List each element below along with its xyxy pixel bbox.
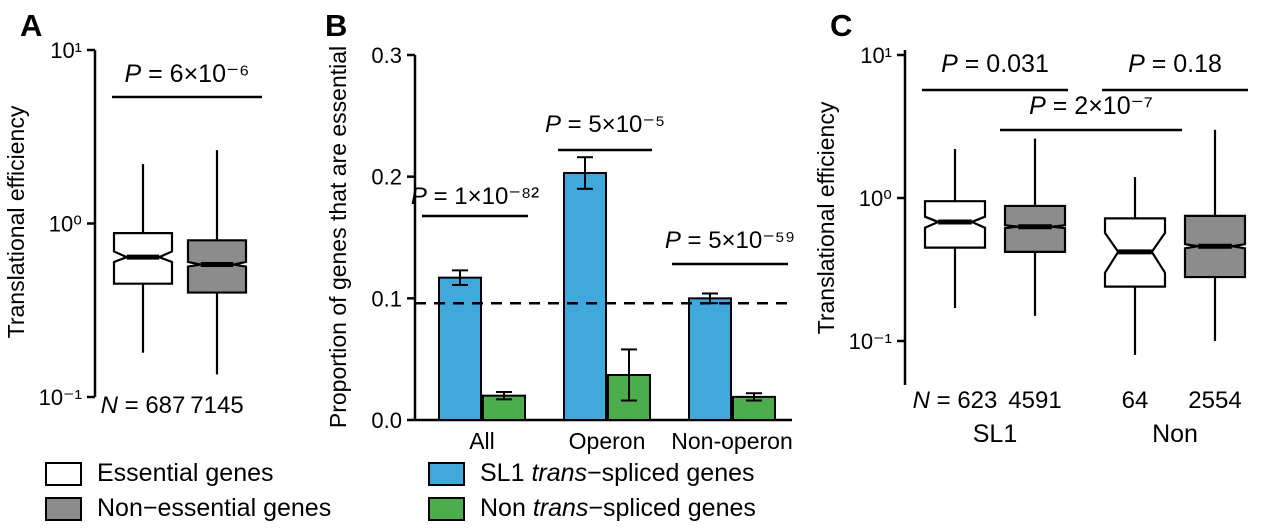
y-tick-label: 0.3 [371, 43, 402, 68]
bar-group [732, 392, 776, 421]
y-tick-label: 0.2 [371, 165, 402, 190]
non-trans-spliced-label: Non trans−spliced genes [480, 494, 756, 522]
y-tick-label: 10¹ [50, 38, 82, 63]
y-tick-label: 0.1 [371, 286, 402, 311]
essential-genes-label: Essential genes [97, 459, 274, 487]
sl1-trans-spliced-swatch [428, 461, 465, 486]
boxplot-group [186, 150, 248, 375]
panel-a-boxplot-chart: A Translational efficiency 10¹ 10⁰ 10⁻¹ P = 6… [3, 8, 262, 419]
n-label: N = 623 [913, 387, 998, 414]
y-tick-label: 10⁰ [49, 212, 82, 237]
group-label: SL1 [973, 420, 1017, 448]
y-tick-label: 0.0 [371, 408, 402, 433]
y-tick-label: 10⁰ [859, 186, 892, 211]
legend-item-essential-genes: Essential genes [45, 461, 331, 486]
bar-group [482, 391, 526, 421]
y-axis-label: Proportion of genes that are essential [325, 46, 351, 428]
boxplot-group [1003, 138, 1067, 316]
panel-letter: C [830, 8, 852, 43]
legend-item-non-trans-spliced: Non trans−spliced genes [428, 496, 756, 521]
y-axis-label: Translational efficiency [813, 101, 839, 334]
non-trans-spliced-swatch [428, 496, 465, 521]
non-essential-genes-swatch [45, 496, 82, 521]
y-tick-label: 10⁻¹ [849, 329, 892, 354]
bar [438, 276, 482, 421]
panel-letter: B [325, 8, 347, 43]
essential-genes-swatch [45, 461, 82, 486]
bar-group [688, 292, 732, 422]
p-value-label: P = 0.18 [1128, 50, 1222, 78]
boxplot-group [1183, 129, 1247, 341]
x-tick-label: Operon [569, 428, 646, 454]
x-tick-label: Non-operon [671, 428, 792, 454]
legend-box-fill: Essential genes Non−essential genes [45, 461, 331, 521]
panel-c-boxplot-chart: C Translational efficiency 10¹ 10⁰ 10⁻¹ P = 0… [813, 8, 1248, 448]
legend-item-non-essential-genes: Non−essential genes [45, 496, 331, 521]
bar [688, 297, 732, 422]
p-value-label: P = 1×10⁻⁸² [411, 183, 539, 210]
n-label: 2554 [1188, 387, 1241, 414]
n-label: 64 [1122, 387, 1149, 414]
bar-group [563, 156, 607, 421]
legend-item-sl1-trans-spliced: SL1 trans−spliced genes [428, 461, 756, 486]
bar-group [607, 348, 651, 422]
boxplot-group [112, 164, 174, 353]
legend-bar-fill: SL1 trans−spliced genes Non trans−splice… [428, 461, 756, 521]
p-value-label: P = 0.031 [941, 50, 1049, 78]
panel-b-bar-chart: B Proportion of genes that are essential 0… [325, 8, 795, 454]
bar [563, 172, 607, 421]
y-tick-label: 10⁻¹ [39, 385, 82, 410]
bar-group [438, 269, 482, 421]
boxplot-group [1103, 177, 1167, 355]
x-tick-label: All [469, 428, 495, 454]
p-value-label: P = 2×10⁻⁷ [1029, 92, 1153, 120]
non-essential-genes-label: Non−essential genes [97, 494, 332, 522]
p-value-label: P = 5×10⁻⁵⁹ [665, 227, 795, 254]
y-axis-label: Translational efficiency [3, 105, 29, 338]
n-label: N = 687 [101, 392, 186, 419]
p-value-label: P = 6×10⁻⁶ [125, 60, 250, 88]
y-tick-label: 10¹ [860, 43, 892, 68]
n-label: 7145 [190, 392, 243, 419]
group-label: Non [1152, 420, 1198, 448]
boxplot-group [923, 149, 987, 309]
sl1-trans-spliced-label: SL1 trans−spliced genes [480, 459, 755, 487]
p-value-label: P = 5×10⁻⁵ [545, 111, 665, 138]
panel-letter: A [20, 8, 42, 43]
n-label: 4591 [1008, 387, 1061, 414]
